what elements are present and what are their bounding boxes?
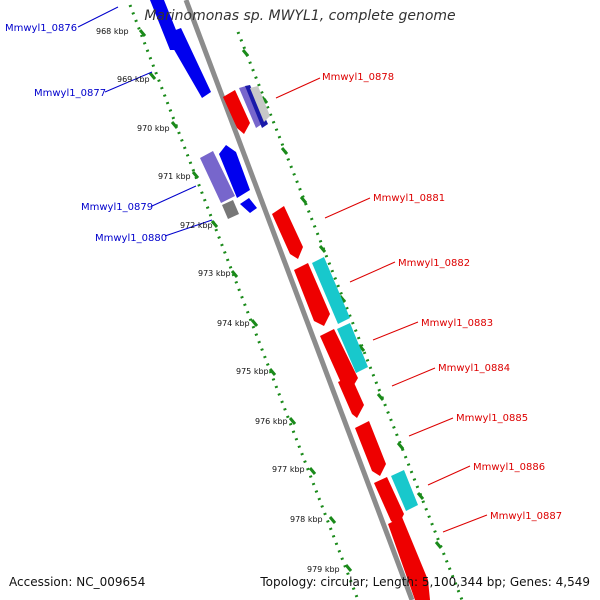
gene-reverse-purple-1[interactable]	[239, 86, 262, 128]
feature-cyan-0886[interactable]	[391, 470, 418, 511]
gene-mmwyl1-0885[interactable]	[355, 421, 386, 476]
label-mmwyl1-0876[interactable]: Mmwyl1_0876	[5, 23, 77, 34]
gene-reverse-blue-3[interactable]	[240, 198, 257, 213]
label-mmwyl1-0881[interactable]: Mmwyl1_0881	[373, 193, 445, 204]
gene-mmwyl1-0877[interactable]	[165, 28, 211, 98]
tick-label-975: 975 kbp	[236, 367, 269, 376]
gene-mmwyl1-0879[interactable]	[200, 151, 235, 203]
gene-mmwyl1-0881[interactable]	[272, 206, 303, 259]
gene-mmwyl1-0882[interactable]	[294, 263, 330, 326]
tick-label-977: 977 kbp	[272, 465, 305, 474]
label-mmwyl1-0884[interactable]: Mmwyl1_0884	[438, 363, 510, 374]
label-mmwyl1-0879[interactable]: Mmwyl1_0879	[81, 202, 153, 213]
genome-backbone	[183, 0, 415, 600]
outer-tick-marks	[241, 49, 443, 549]
gene-reverse-blue-2[interactable]	[219, 145, 250, 198]
feature-cyan-0882[interactable]	[312, 257, 350, 324]
tick-label-969: 969 kbp	[117, 75, 150, 84]
label-mmwyl1-0886[interactable]: Mmwyl1_0886	[473, 462, 545, 473]
gene-mmwyl1-0878[interactable]	[223, 90, 250, 134]
gene-mmwyl1-0887[interactable]	[388, 517, 430, 600]
accession-text: Accession: NC_009654	[9, 575, 146, 589]
label-mmwyl1-0877[interactable]: Mmwyl1_0877	[34, 88, 106, 99]
outer-dotted-ruler	[236, 31, 464, 600]
reverse-callout-lines	[77, 6, 213, 237]
label-mmwyl1-0883[interactable]: Mmwyl1_0883	[421, 318, 493, 329]
tick-label-972: 972 kbp	[180, 221, 213, 230]
forward-callout-lines	[275, 77, 488, 533]
label-mmwyl1-0887[interactable]: Mmwyl1_0887	[490, 511, 562, 522]
label-mmwyl1-0880[interactable]: Mmwyl1_0880	[95, 233, 167, 244]
gene-grey-0878b[interactable]	[250, 86, 270, 122]
tick-label-973: 973 kbp	[198, 269, 231, 278]
label-mmwyl1-0882[interactable]: Mmwyl1_0882	[398, 258, 470, 269]
genome-title: Marinomonas sp. MWYL1, complete genome	[144, 8, 456, 24]
feature-cyan-0883[interactable]	[337, 323, 368, 373]
tick-label-968: 968 kbp	[96, 27, 129, 36]
gene-mmwyl1-0886[interactable]	[374, 477, 404, 526]
tick-label-971: 971 kbp	[158, 172, 191, 181]
tick-label-979: 979 kbp	[307, 565, 340, 574]
tick-label-970: 970 kbp	[137, 124, 170, 133]
gene-mmwyl1-0880[interactable]	[222, 200, 239, 219]
label-mmwyl1-0885[interactable]: Mmwyl1_0885	[456, 413, 528, 424]
genome-summary-text: Topology: circular; Length: 5,100,344 bp…	[260, 575, 590, 589]
tick-label-976: 976 kbp	[255, 417, 288, 426]
tick-label-978: 978 kbp	[290, 515, 323, 524]
tick-label-974: 974 kbp	[217, 319, 250, 328]
label-mmwyl1-0878[interactable]: Mmwyl1_0878	[322, 72, 394, 83]
gene-mmwyl1-0883[interactable]	[320, 329, 358, 390]
gene-mmwyl1-0884[interactable]	[338, 376, 364, 418]
tick-marks	[138, 29, 353, 572]
